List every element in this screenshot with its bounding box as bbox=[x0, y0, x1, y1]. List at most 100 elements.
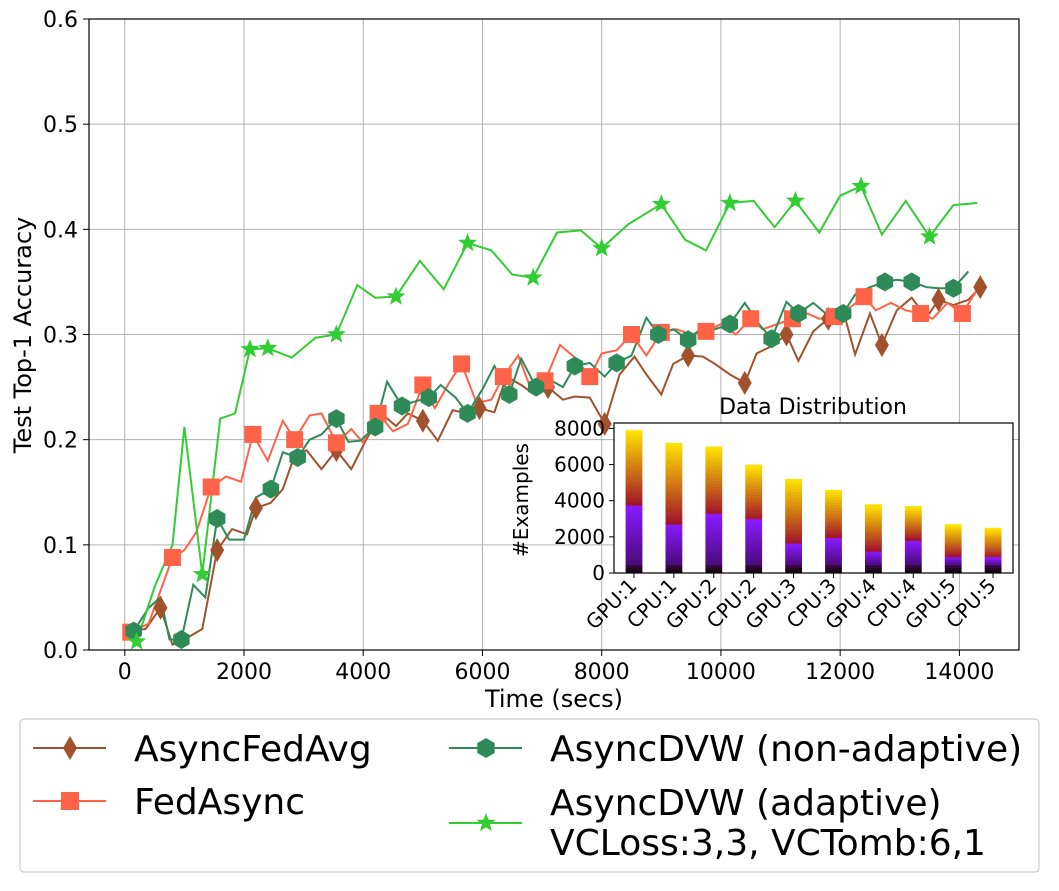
inset-bar-segment bbox=[665, 562, 683, 566]
inset-bar-segment bbox=[825, 543, 842, 547]
data-point-asyncfedavg bbox=[779, 322, 794, 347]
inset-bar-segment bbox=[904, 545, 922, 549]
inset-bar-segment bbox=[865, 548, 882, 552]
data-point-asyncfedavg bbox=[737, 370, 752, 395]
inset-bar-segment bbox=[904, 543, 922, 547]
inset-bar-segment bbox=[705, 516, 723, 520]
inset-bar-segment bbox=[705, 543, 723, 547]
data-point-asyncdvw-non-adaptive bbox=[366, 417, 384, 437]
data-point-fedasync bbox=[244, 425, 262, 443]
data-point-asyncdvw-non-adaptive bbox=[763, 329, 780, 349]
inset-bar-segment bbox=[825, 567, 842, 571]
inset-bar-segment bbox=[665, 467, 683, 471]
inset-bar-segment bbox=[944, 554, 962, 558]
inset-bar-segment bbox=[785, 567, 802, 571]
inset-y-axis-label: #Examples bbox=[509, 443, 533, 557]
inset-bar-segment bbox=[904, 513, 922, 517]
legend-box bbox=[19, 718, 1040, 873]
inset-bar-segment bbox=[904, 507, 922, 511]
inset-bar-segment bbox=[665, 507, 683, 511]
inset-bar-segment bbox=[665, 470, 683, 474]
inset-bar-segment bbox=[944, 567, 962, 571]
inset-bar-gpu-2 bbox=[705, 446, 723, 574]
inset-bar-segment bbox=[785, 510, 802, 514]
inset-bar-segment bbox=[745, 570, 763, 574]
inset-bar-segment bbox=[865, 526, 882, 530]
inset-bar-segment bbox=[825, 559, 842, 563]
inset-y-tick-label: 6000 bbox=[554, 453, 605, 477]
data-point-asyncdvw-non-adaptive bbox=[393, 396, 411, 416]
inset-bar-segment bbox=[625, 556, 643, 560]
inset-bar-segment bbox=[745, 521, 763, 525]
inset-bar-segment bbox=[705, 556, 723, 560]
inset-bar-segment bbox=[785, 570, 802, 574]
inset-bar-segment bbox=[665, 516, 683, 520]
data-point-asyncdvw-non-adaptive bbox=[501, 384, 518, 404]
y-tick-label: 0.2 bbox=[43, 429, 78, 454]
hexagon-marker-icon bbox=[477, 738, 495, 758]
inset-bar-segment bbox=[825, 489, 842, 493]
inset-bar-segment bbox=[665, 502, 683, 506]
inset-bar-segment bbox=[625, 478, 643, 482]
inset-bar-segment bbox=[665, 559, 683, 563]
inset-bar-segment bbox=[904, 535, 922, 539]
inset-bar-segment bbox=[785, 483, 802, 487]
inset-bars bbox=[625, 430, 1002, 574]
inset-bar-segment bbox=[865, 570, 882, 574]
data-point-fedasync bbox=[163, 548, 181, 566]
data-point-asyncdvw-adaptive bbox=[386, 286, 406, 305]
legend-entry-asyncdvw-nonadaptive: AsyncDVW (non-adaptive) bbox=[449, 729, 1022, 770]
inset-bar-segment bbox=[785, 562, 802, 566]
inset-bar-segment bbox=[904, 567, 922, 571]
legend-label-asyncfedavg: AsyncFedAvg bbox=[134, 729, 372, 770]
data-point-asyncdvw-adaptive bbox=[326, 324, 346, 343]
inset-bar-segment bbox=[944, 548, 962, 552]
inset-bar-segment bbox=[665, 483, 683, 487]
inset-bar-segment bbox=[625, 564, 643, 568]
inset-bar-segment bbox=[665, 570, 683, 574]
inset-bar-segment bbox=[825, 505, 842, 509]
data-point-asyncdvw-adaptive bbox=[127, 631, 147, 650]
inset-y-tick-label: 4000 bbox=[554, 489, 605, 513]
inset-bar-cpu-4 bbox=[904, 506, 922, 574]
legend-label-asyncdvw-adaptive: AsyncDVW (adaptive) bbox=[550, 783, 942, 824]
inset-bar-segment bbox=[865, 507, 882, 511]
inset-bar-segment bbox=[825, 491, 842, 495]
data-point-asyncdvw-adaptive bbox=[920, 226, 940, 245]
legend-label-asyncdvw-adaptive-params: VCLoss:3,3, VCTomb:6,1 bbox=[550, 823, 986, 864]
inset-bar-segment bbox=[705, 446, 723, 449]
inset-bar-cpu-1 bbox=[665, 442, 683, 574]
inset-bar-segment bbox=[865, 504, 882, 506]
inset-bar-segment bbox=[984, 543, 1002, 547]
inset-bar-segment bbox=[625, 434, 643, 438]
inset-bar-segment bbox=[665, 521, 683, 525]
y-tick-label: 0.3 bbox=[43, 324, 78, 349]
data-point-asyncdvw-adaptive bbox=[458, 233, 478, 252]
inset-bar-segment bbox=[825, 570, 842, 574]
data-point-fedasync bbox=[953, 304, 971, 322]
inset-bar-segment bbox=[625, 521, 643, 525]
inset-bar-segment bbox=[745, 467, 763, 471]
inset-bar-segment bbox=[665, 551, 683, 555]
inset-bar-segment bbox=[865, 535, 882, 539]
inset-bar-segment bbox=[665, 489, 683, 493]
y-tick-label: 0.0 bbox=[43, 639, 78, 664]
inset-bar-segment bbox=[665, 556, 683, 560]
inset-bar-segment bbox=[665, 567, 683, 571]
inset-bar-segment bbox=[745, 497, 763, 501]
data-point-fedasync bbox=[286, 431, 304, 449]
inset-bar-segment bbox=[785, 524, 802, 528]
inset-bar-segment bbox=[865, 554, 882, 558]
inset-bar-segment bbox=[944, 537, 962, 541]
inset-bar-segment bbox=[865, 529, 882, 533]
data-point-asyncdvw-non-adaptive bbox=[790, 304, 807, 323]
x-axis-ticks: 0 2000 4000 6000 8000 10000 12000 14000 bbox=[118, 650, 994, 685]
inset-bar-segment bbox=[625, 551, 643, 555]
inset-bar-segment bbox=[785, 548, 802, 552]
inset-bar-segment bbox=[984, 556, 1002, 560]
inset-bar-segment bbox=[625, 480, 643, 484]
inset-bar-segment bbox=[785, 529, 802, 533]
inset-bar-segment bbox=[904, 518, 922, 522]
inset-bar-segment bbox=[705, 451, 723, 455]
